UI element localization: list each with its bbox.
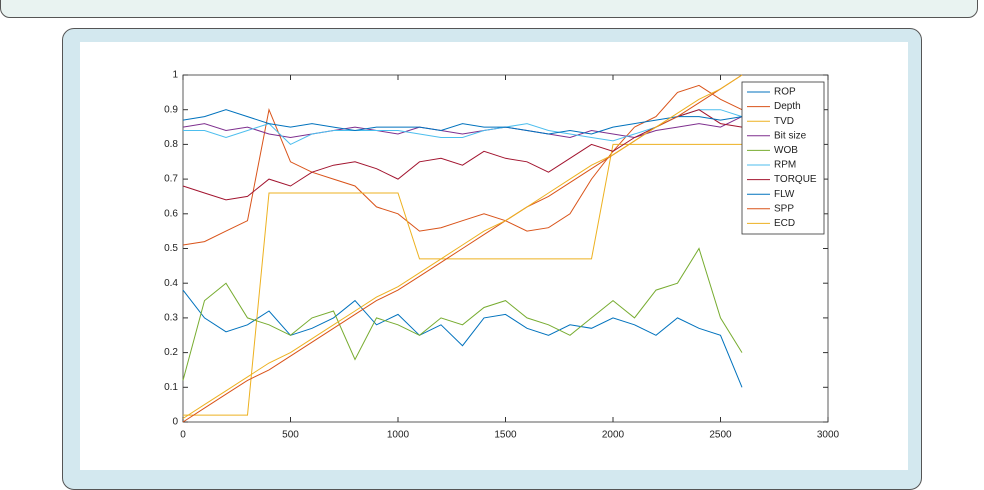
- legend-label: SPP: [774, 203, 794, 214]
- x-tick-label: 2500: [709, 430, 732, 441]
- series-line: [182, 74, 743, 419]
- series-line: [182, 116, 743, 139]
- series-line: [183, 143, 742, 416]
- y-tick-label: 0.1: [164, 382, 178, 393]
- x-tick-label: 3000: [817, 430, 840, 441]
- plot-area: [182, 74, 829, 423]
- chart: 0 0.1 0.2 0.3 0.4 0.5 0.6 0.7 0.8 0.9 1 0 500 1000 150…: [164, 70, 840, 441]
- legend-label: ECD: [774, 218, 795, 229]
- y-tick-label: 0.8: [164, 139, 178, 150]
- x-tick-label: 0: [180, 430, 186, 441]
- x-tick-label: 1000: [387, 430, 410, 441]
- y-tick-label: 0: [172, 417, 178, 428]
- x-tick-label: 500: [282, 430, 299, 441]
- legend-label: WOB: [774, 145, 798, 156]
- y-tick-label: 0.6: [164, 208, 178, 219]
- legend-label: Bit size: [774, 130, 807, 141]
- series-line: [182, 84, 743, 246]
- y-tick-label: 0.5: [164, 243, 178, 254]
- y-tick-label: 0.4: [164, 278, 178, 289]
- series-line: [182, 289, 743, 388]
- y-tick-label: 1: [172, 70, 178, 81]
- x-tick-label: 2000: [602, 430, 625, 441]
- legend-label: RPM: [774, 160, 796, 171]
- y-tick-label: 0.2: [164, 347, 178, 358]
- x-tick-label: 1500: [494, 430, 517, 441]
- y-tick-label: 0.9: [164, 104, 178, 115]
- legend-label: FLW: [774, 189, 795, 200]
- series-line: [182, 109, 743, 201]
- legend-label: TVD: [774, 116, 794, 127]
- y-tick-label: 0.3: [164, 313, 178, 324]
- top-box: [0, 0, 978, 18]
- series-line: [182, 109, 743, 135]
- series-line: [182, 247, 743, 381]
- y-tick-label: 0.7: [164, 174, 178, 185]
- legend-label: TORQUE: [774, 174, 817, 185]
- legend-label: Depth: [774, 101, 801, 112]
- legend-label: ROP: [774, 87, 796, 98]
- series-line: [183, 109, 743, 146]
